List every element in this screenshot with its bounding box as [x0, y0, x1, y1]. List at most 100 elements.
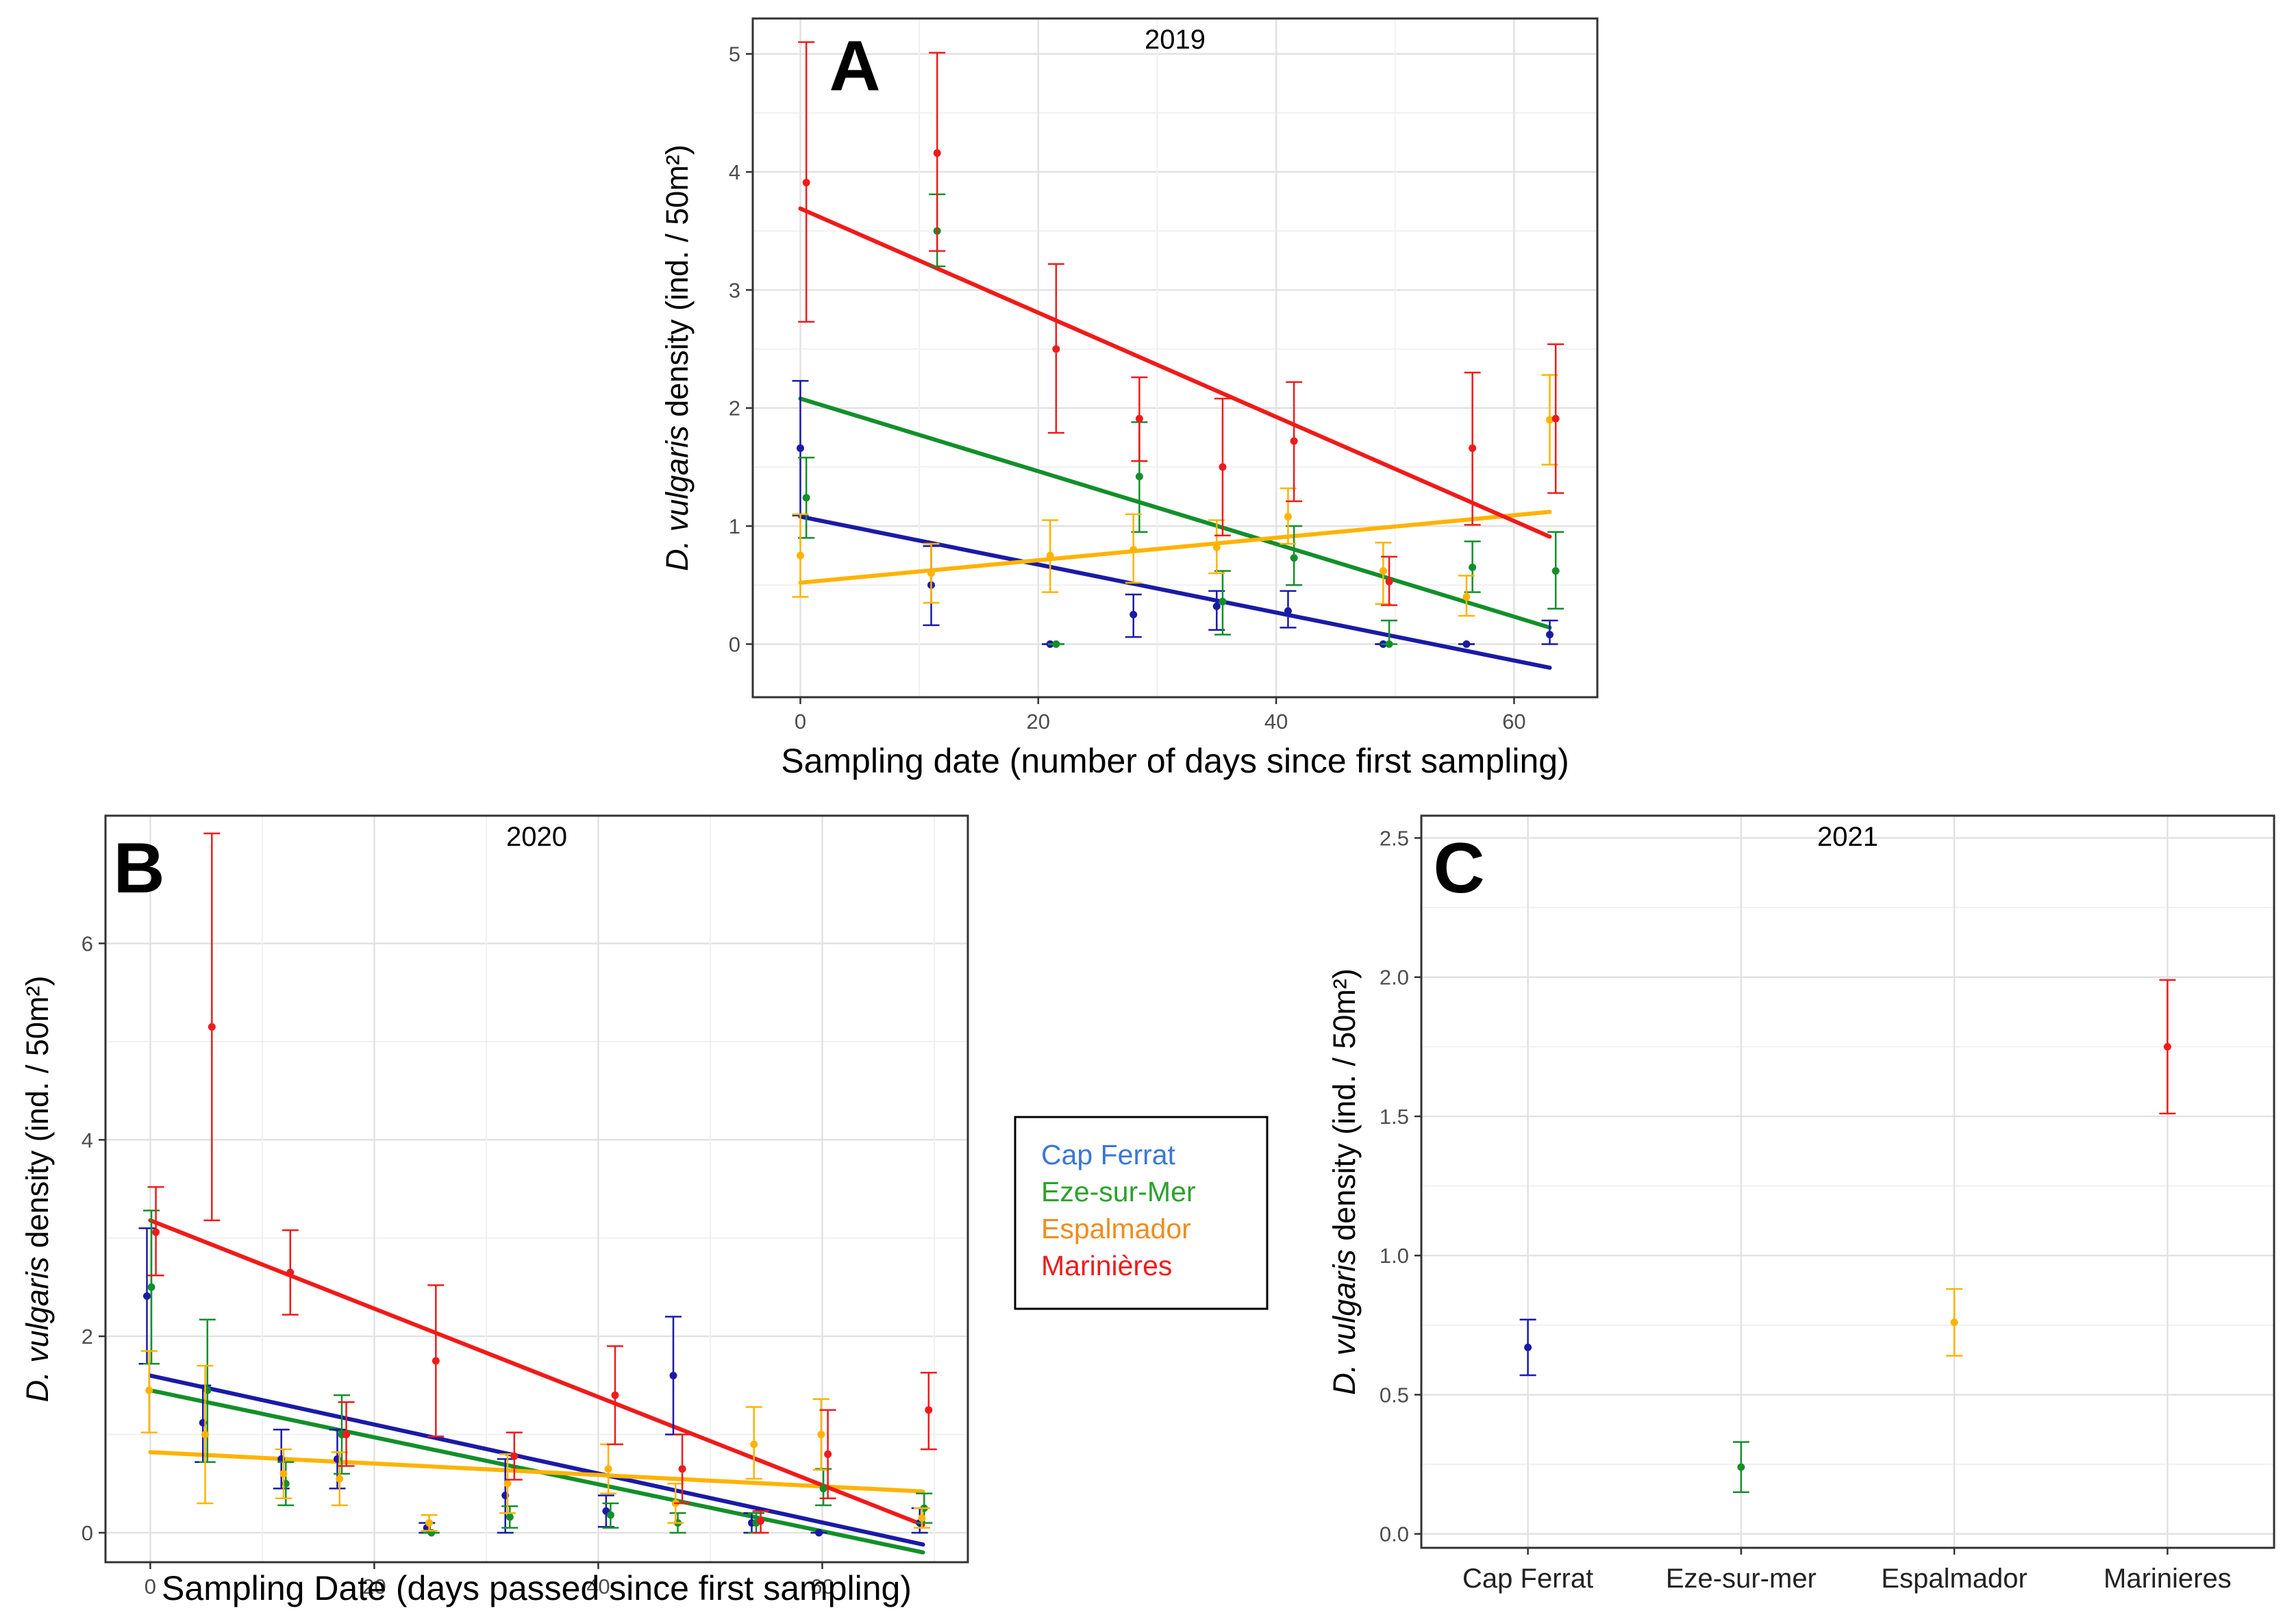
panel-a-espalmador-point [796, 551, 804, 560]
panel-c-ytick-label: 2.0 [1380, 966, 1409, 990]
panel-c-ytick-label: 2.5 [1380, 827, 1409, 851]
panel-b-eze-sur-mer-point [819, 1484, 827, 1492]
panel-a-eze-sur-mer-point [802, 494, 810, 502]
legend-box [1014, 1116, 1269, 1310]
panel-b-x-axis-title: Sampling Date (days passed since first s… [162, 1569, 912, 1607]
panel-b-frame [104, 814, 969, 1564]
panel-c-ytick-label: 0.5 [1380, 1383, 1409, 1407]
panel-c-frame [1420, 814, 2275, 1549]
panel-c-xcat-label: Espalmador [1881, 1564, 2027, 1594]
panel-c-ytick-label: 1.0 [1380, 1244, 1409, 1268]
panel-a-eze-sur-mer-point [1135, 473, 1143, 481]
panel-a-fit-line-marinieres [798, 206, 1552, 539]
panel-a-espalmador-point [1379, 567, 1387, 575]
panel-a-y-axis-title-unit: density (ind. / 50m²) [660, 145, 695, 425]
panel-b-y-axis-title-species: D. vulgaris [20, 1257, 55, 1403]
panel-a-xtick-label: 40 [1264, 710, 1288, 734]
panel-a-marinieres-point [1385, 577, 1393, 586]
panel-a-letter: A [829, 27, 880, 106]
panel-a-ytick-label: 2 [729, 397, 740, 421]
panel-a-espalmador-point [1046, 551, 1054, 560]
panel-b-xtick-label: 40 [586, 1575, 610, 1599]
panel-a-ytick-label: 4 [729, 160, 740, 184]
panel-a-marinieres-point [1469, 444, 1477, 452]
panel-c-grid [1421, 816, 2274, 1548]
panel-b-espalmador-point [918, 1514, 926, 1522]
panel-c-marinieres-point [2163, 1042, 2171, 1051]
panel-c-espalmador-point [1950, 1318, 1958, 1327]
panel-b-espalmador-point [503, 1479, 512, 1488]
panel-a-cap-ferrat-point [796, 444, 804, 452]
panel-c-ytick-label: 0.0 [1380, 1522, 1409, 1546]
panel-c-cap-ferrat-point [1524, 1343, 1532, 1351]
panel-a-title: 2019 [1145, 25, 1206, 55]
panel-a-fit-line-espalmador [798, 510, 1552, 585]
panel-b-y-axis-title: D. vulgaris density (ind. / 50m²) [20, 976, 55, 1403]
panel-b-espalmador-point [336, 1475, 344, 1483]
panel-c-eze-sur-mer-point [1737, 1463, 1745, 1471]
panel-a-chart: 0 1 2 3 4 5 0 20 40 60 2019 A Sampling date (number … [660, 17, 1599, 780]
panel-a-marinieres-point [1135, 414, 1143, 423]
panel-c-title: 2021 [1817, 822, 1878, 852]
panel-b-espalmador-point [201, 1431, 210, 1439]
panel-a-espalmador-point [1546, 416, 1554, 424]
panel-a-marinieres-point [802, 179, 810, 187]
panel-b-fit-line-cap-ferrat [148, 1373, 925, 1547]
panel-b-xtick-label: 0 [145, 1575, 156, 1599]
panel-b-marinieres-point [757, 1517, 765, 1525]
panel-c-xcat-label: Cap Ferrat [1462, 1564, 1593, 1594]
panel-a-espalmador-point [1212, 543, 1221, 551]
panel-c-letter: C [1433, 829, 1484, 908]
panel-a-cap-ferrat-point [1462, 640, 1471, 648]
panel-a-eze-sur-mer-point [1469, 563, 1477, 571]
panel-b-title: 2020 [506, 822, 567, 852]
panel-b-marinieres-point [510, 1452, 519, 1460]
panel-b-marinieres-point [824, 1450, 832, 1458]
panel-b-marinieres-point [678, 1465, 686, 1473]
panel-c-chart: 0.0 0.5 1.0 1.5 2.0 2.5 Cap Ferrat Eze-sur-mer E… [1327, 814, 2275, 1594]
panel-a-ytick-label: 0 [729, 632, 740, 656]
panel-b-xtick-label: 60 [810, 1575, 834, 1599]
legend-entry-espalmador: Espalmador [1041, 1213, 1191, 1244]
panel-b-ytick-label: 2 [82, 1325, 93, 1349]
panel-a-y-axis-title-species: D. vulgaris [660, 425, 695, 571]
panel-b-eze-sur-mer-point [606, 1511, 614, 1519]
panel-a-cap-ferrat-point [1284, 607, 1292, 615]
panel-a-y-axis-title: D. vulgaris density (ind. / 50m²) [660, 145, 695, 571]
panel-a-x-axis-title: Sampling date (number of days since firs… [781, 742, 1569, 780]
panel-a-fit-line-eze-sur-mer [798, 396, 1552, 630]
panel-b-marinieres-point [925, 1406, 933, 1414]
panel-b-fit-line-marinieres [148, 1218, 925, 1527]
panel-a-xtick-label: 20 [1027, 710, 1050, 734]
panel-a-fit-line-cap-ferrat [798, 514, 1552, 670]
panel-b-eze-sur-mer-point [506, 1513, 514, 1521]
panel-a-frame [751, 17, 1599, 699]
panel-a-eze-sur-mer-point [1551, 567, 1560, 575]
panel-a-eze-sur-mer-point [1290, 554, 1298, 562]
panel-b-marinieres-point [342, 1431, 351, 1439]
panel-a-ytick-label: 3 [729, 278, 740, 302]
panel-a-cap-ferrat-point [1546, 631, 1554, 639]
panel-a-grid [753, 18, 1597, 697]
panel-a-ytick-label: 1 [729, 514, 740, 538]
legend: Cap Ferrat Eze-sur-Mer Espalmador Marini… [1014, 1116, 1269, 1310]
panel-c-ytick-label: 1.5 [1380, 1105, 1409, 1129]
panel-c-y-axis-title: D. vulgaris density (ind. / 50m²) [1327, 968, 1362, 1395]
panel-a-marinieres-point [1219, 463, 1227, 471]
panel-b-marinieres-point [432, 1357, 440, 1365]
panel-b-espalmador-point [279, 1470, 288, 1478]
panel-b-y-axis-title-unit: density (ind. / 50m²) [20, 976, 55, 1257]
panel-a-xtick-label: 0 [795, 710, 806, 734]
panel-b-cap-ferrat-point [142, 1292, 151, 1300]
panel-b-espalmador-point [425, 1519, 434, 1527]
legend-entry-marinieres: Marinières [1041, 1250, 1172, 1281]
panel-a-marinieres-point [1551, 414, 1560, 423]
panel-b-ytick-label: 4 [82, 1128, 93, 1152]
panel-c-y-axis-title-unit: density (ind. / 50m²) [1327, 968, 1362, 1249]
panel-b-ytick-label: 6 [82, 931, 93, 955]
panel-a-eze-sur-mer-point [1052, 640, 1060, 648]
panel-b-xtick-label: 20 [362, 1575, 386, 1599]
